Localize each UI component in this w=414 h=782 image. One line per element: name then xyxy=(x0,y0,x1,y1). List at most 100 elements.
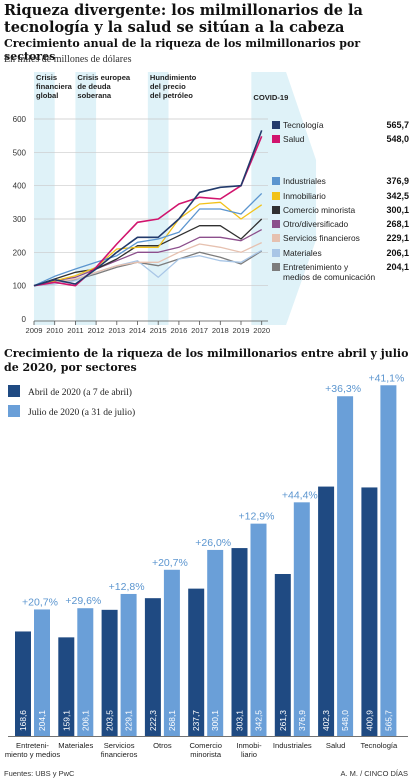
y-tick-label: 300 xyxy=(13,215,27,224)
legend-label: Otro/diversificado xyxy=(283,219,349,229)
y-tick-label: 200 xyxy=(13,248,27,257)
band-label: Crisis financiera global xyxy=(36,73,73,100)
category-label: Servicios financieros xyxy=(101,741,138,759)
bar xyxy=(380,385,397,736)
x-tick-label: 2016 xyxy=(170,326,187,335)
bar xyxy=(250,523,267,736)
bar-value-label: 204,1 xyxy=(37,710,47,731)
band-label: Crisis europea de deuda soberana xyxy=(77,73,131,100)
legend-value: 342,5 xyxy=(386,191,409,201)
series-line xyxy=(33,249,263,287)
category-label: Otros xyxy=(153,741,172,750)
bar xyxy=(144,598,161,736)
legend-swatch xyxy=(272,234,280,242)
bar xyxy=(318,486,335,736)
bar-value-label: 300,1 xyxy=(210,710,220,731)
x-tick-label: 2011 xyxy=(67,326,83,335)
legend-swatch xyxy=(272,220,280,228)
bar xyxy=(207,549,224,736)
category-label: Comercio minorista xyxy=(189,741,222,759)
series-line xyxy=(33,130,263,287)
change-label: +29,6% xyxy=(65,595,101,607)
bar-value-label: 203,5 xyxy=(105,710,115,731)
legend-label: Abril de 2020 (a 7 de abril) xyxy=(28,387,132,398)
legend-label: Industriales xyxy=(283,176,326,186)
x-tick-label: 2018 xyxy=(212,326,229,335)
band-covid xyxy=(251,72,317,325)
bar-value-label: 548,0 xyxy=(340,710,350,731)
legend-swatch xyxy=(272,121,280,129)
x-tick-label: 2012 xyxy=(88,326,105,335)
bar-value-label: 237,7 xyxy=(191,710,201,731)
legend-value: 376,9 xyxy=(386,176,409,186)
x-tick-label: 2014 xyxy=(129,326,146,335)
legend-value: 206,1 xyxy=(386,248,409,258)
change-label: +20,7% xyxy=(22,596,58,608)
change-label: +44,4% xyxy=(282,489,318,501)
bar xyxy=(337,396,354,736)
bar xyxy=(58,637,75,736)
line-chart-title: Crecimiento anual de la riqueza de los m… xyxy=(4,37,361,63)
bar-value-label: 342,5 xyxy=(254,710,264,731)
bar-value-label: 159,1 xyxy=(61,710,71,731)
legend-label: Entretenimiento y medios de comunicación xyxy=(283,262,376,282)
legend-label: Salud xyxy=(283,134,305,144)
bar xyxy=(231,548,248,736)
x-tick-label: 2020 xyxy=(253,326,270,335)
legend-label: Julio de 2020 (a 31 de julio) xyxy=(28,407,135,418)
band-label: Hundimiento del precio del petróleo xyxy=(150,73,197,100)
bar-value-label: 206,1 xyxy=(80,710,90,731)
x-tick-label: 2019 xyxy=(233,326,250,335)
legend-label: Servicios financieros xyxy=(283,233,360,243)
legend-value: 268,1 xyxy=(386,219,409,229)
legend-swatch xyxy=(8,385,20,397)
bar xyxy=(293,502,310,736)
category-label: Salud xyxy=(326,741,345,750)
legend-value: 229,1 xyxy=(386,233,409,243)
bar-value-label: 261,3 xyxy=(278,710,288,731)
x-tick-label: 2017 xyxy=(191,326,208,335)
legend-label: Tecnología xyxy=(283,120,324,130)
bar-value-label: 400,9 xyxy=(364,710,374,731)
series-line xyxy=(33,229,263,287)
bar xyxy=(274,573,291,736)
change-label: +26,0% xyxy=(195,537,231,549)
series-line xyxy=(33,218,263,287)
category-label: Entreteni-miento y medios xyxy=(5,741,60,759)
legend-value: 565,7 xyxy=(386,120,409,130)
y-tick-label: 400 xyxy=(13,182,27,191)
series-line xyxy=(33,135,263,287)
x-tick-label: 2009 xyxy=(26,326,43,335)
line-chart-unit: En miles de millones de dólares xyxy=(4,54,132,65)
x-tick-label: 2015 xyxy=(150,326,167,335)
sources: Fuentes: UBS y PwC xyxy=(4,769,75,778)
bar-value-label: 565,7 xyxy=(383,710,393,731)
legend-label: Comercio minorista xyxy=(283,205,355,215)
category-label: Tecnología xyxy=(361,741,399,750)
x-tick-label: 2013 xyxy=(108,326,125,335)
bar xyxy=(120,593,137,736)
legend-swatch xyxy=(272,263,280,271)
bar-value-label: 268,1 xyxy=(167,710,177,731)
change-label: +41,1% xyxy=(368,372,404,384)
legend-label: Materiales xyxy=(283,248,322,258)
y-tick-label: 600 xyxy=(13,115,27,124)
credits: A. M. / CINCO DÍAS xyxy=(340,769,408,778)
bar xyxy=(361,487,378,736)
legend-swatch xyxy=(272,206,280,214)
bar-value-label: 402,3 xyxy=(321,710,331,731)
legend-label: Inmobiliario xyxy=(283,191,326,201)
headline: Riqueza divergente: los milmillonarios d… xyxy=(4,2,363,36)
band-0 xyxy=(34,72,55,325)
bar xyxy=(163,569,180,736)
bar xyxy=(15,631,31,736)
bar-value-label: 303,1 xyxy=(235,710,245,731)
change-label: +12,8% xyxy=(109,581,145,593)
bar xyxy=(34,609,50,736)
series-line xyxy=(33,201,263,287)
bar-value-label: 229,1 xyxy=(124,710,134,731)
series-line xyxy=(33,192,263,287)
change-label: +20,7% xyxy=(152,557,188,569)
bar-value-label: 222,3 xyxy=(148,710,158,731)
